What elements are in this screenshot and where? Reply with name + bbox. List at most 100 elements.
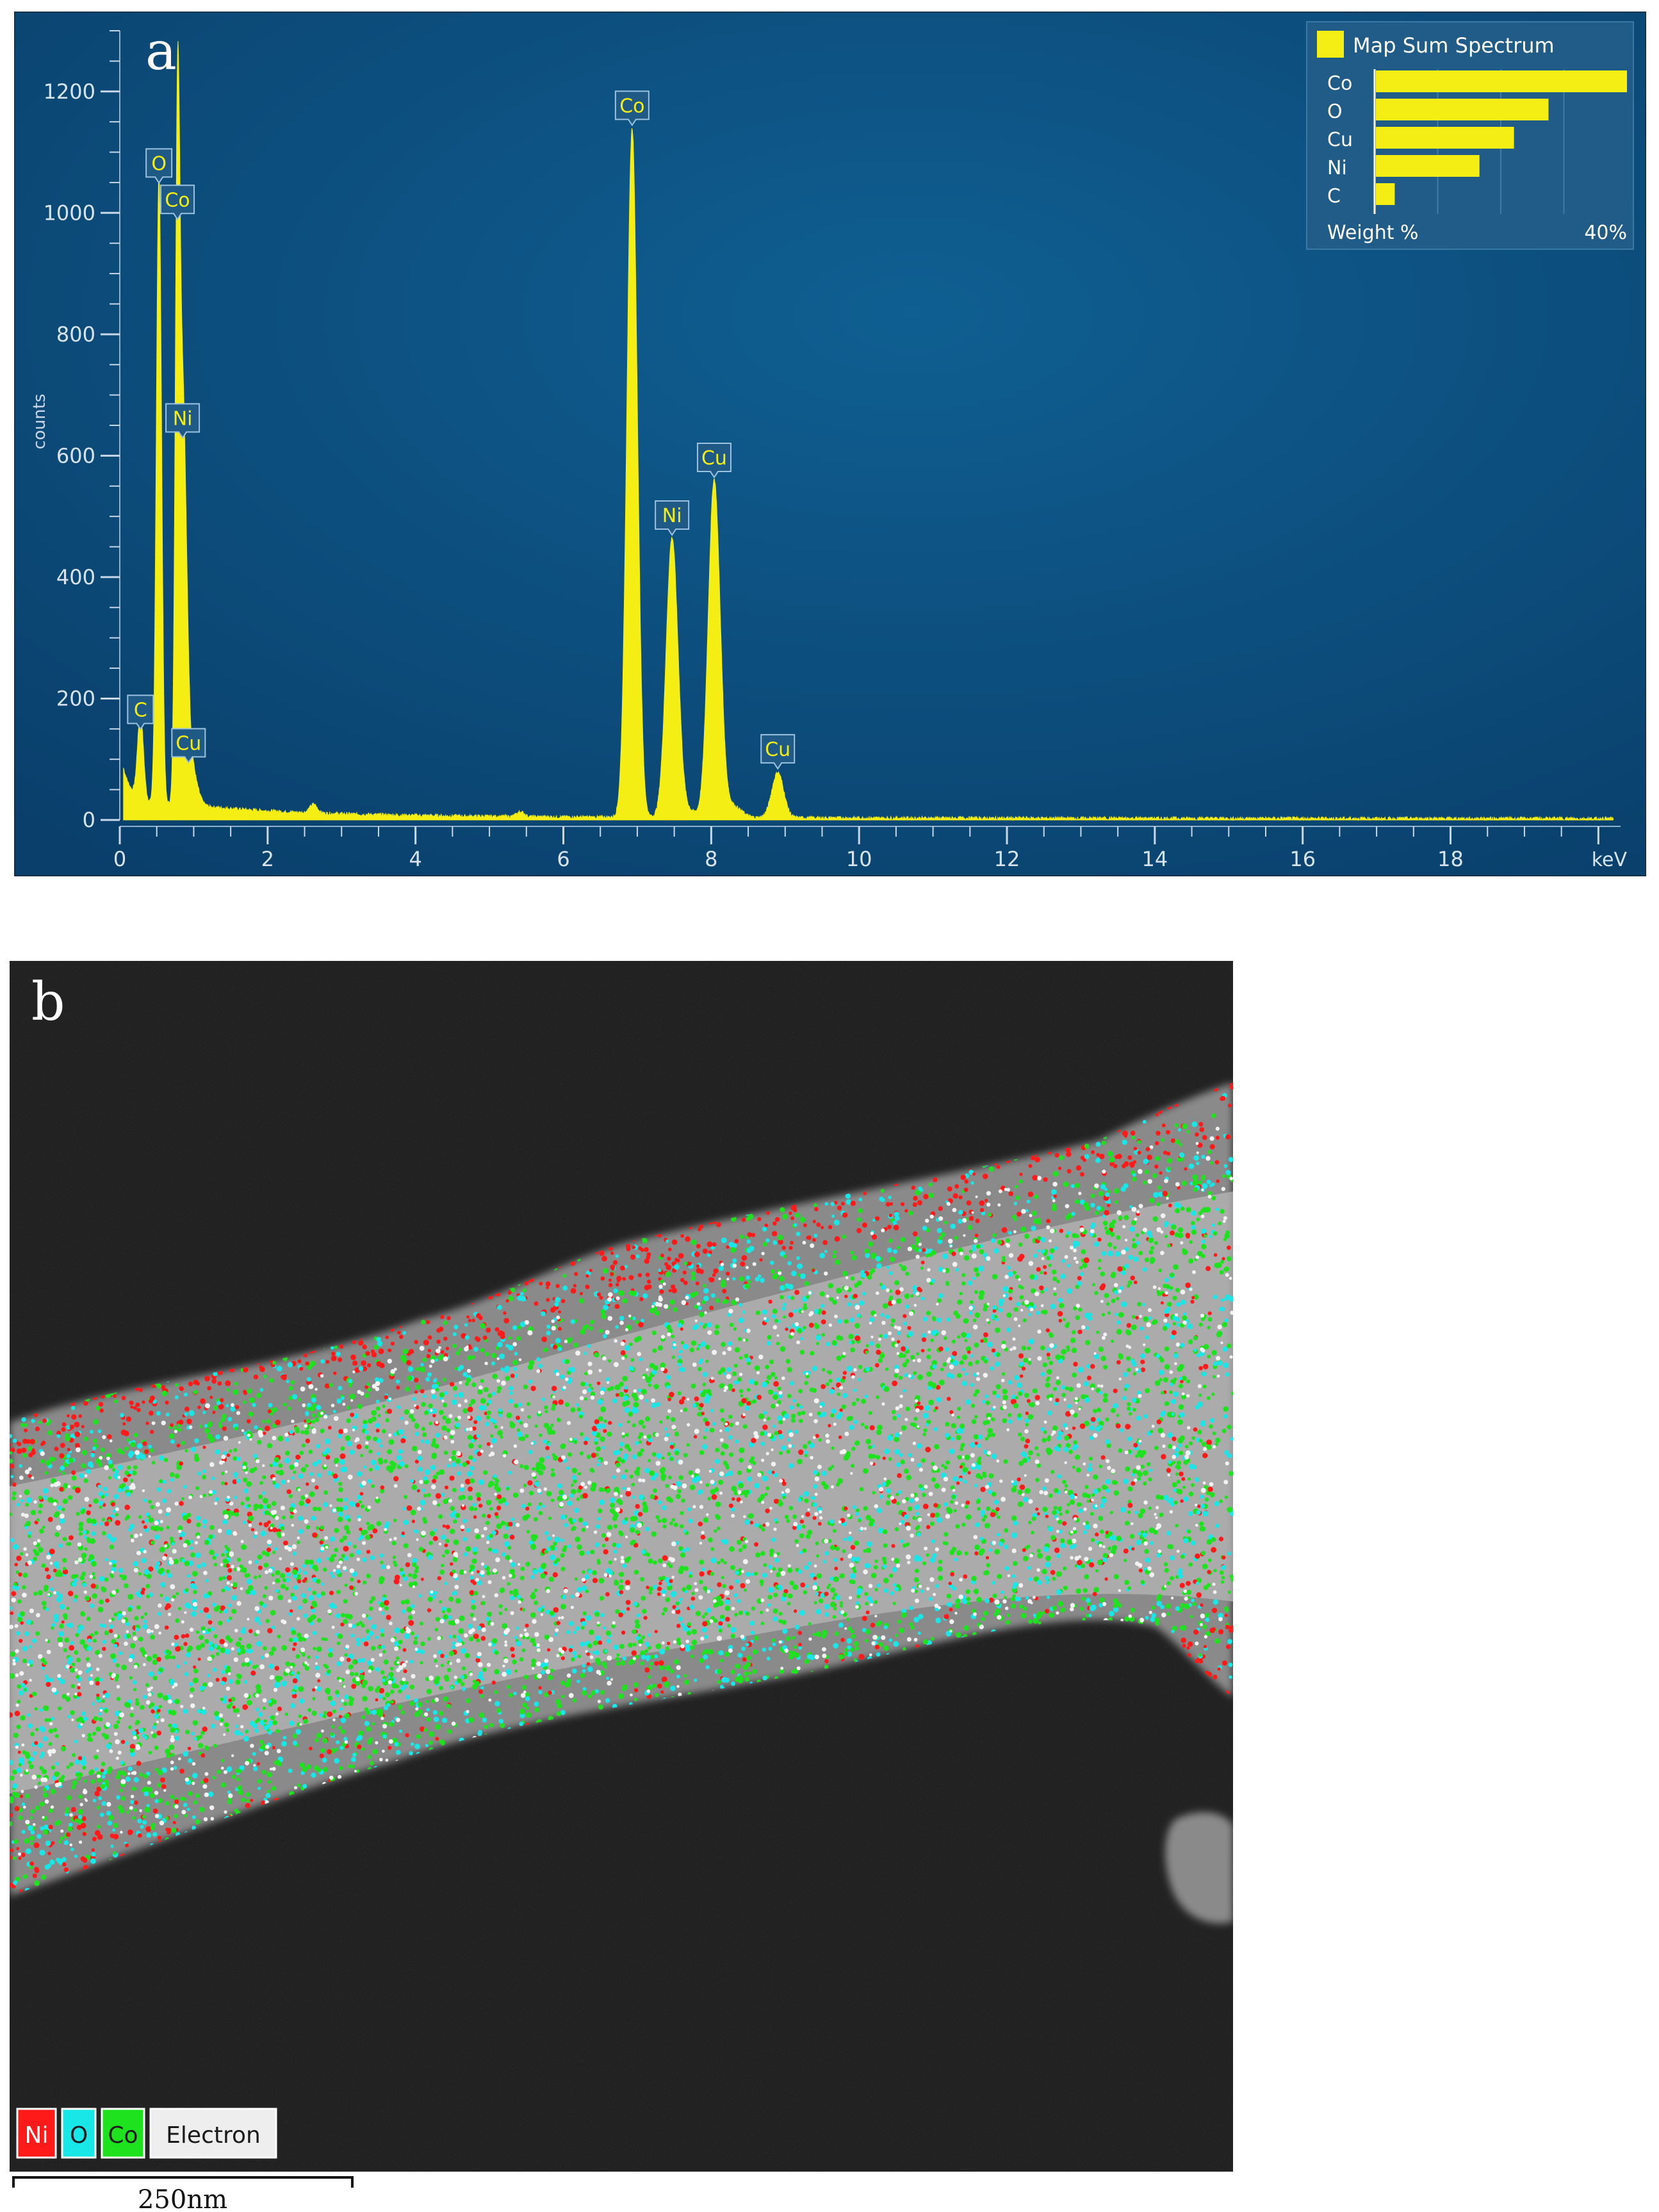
element-dot xyxy=(12,1769,17,1775)
element-dot xyxy=(427,1596,433,1602)
element-dot xyxy=(624,1265,628,1268)
element-dot xyxy=(634,1441,639,1445)
element-dot xyxy=(1175,1288,1180,1293)
element-dot xyxy=(1152,1173,1157,1179)
element-dot xyxy=(80,1611,85,1616)
element-dot xyxy=(1113,1490,1120,1496)
element-dot xyxy=(1150,1246,1155,1250)
element-dot xyxy=(719,1265,724,1271)
element-dot xyxy=(1186,1207,1191,1213)
element-dot xyxy=(177,1525,183,1531)
element-dot xyxy=(1182,1486,1186,1489)
element-dot xyxy=(1223,1406,1229,1412)
element-dot xyxy=(1057,1474,1062,1479)
element-dot xyxy=(959,1291,963,1295)
element-dot xyxy=(192,1571,198,1577)
element-dot xyxy=(476,1638,480,1643)
element-dot xyxy=(712,1242,717,1247)
element-dot xyxy=(174,1814,179,1819)
element-dot xyxy=(1116,1329,1122,1335)
element-dot xyxy=(989,1366,994,1371)
element-dot xyxy=(51,1623,56,1628)
element-dot xyxy=(774,1430,779,1436)
element-dot xyxy=(678,1350,683,1354)
element-dot xyxy=(1019,1484,1026,1490)
element-dot xyxy=(821,1332,825,1337)
element-dot xyxy=(1104,1226,1108,1230)
element-dot xyxy=(364,1385,368,1389)
element-dot xyxy=(606,1676,610,1680)
element-dot xyxy=(657,1345,663,1351)
element-dot xyxy=(570,1483,575,1487)
element-dot xyxy=(1126,1356,1131,1361)
element-dot xyxy=(779,1275,785,1282)
element-dot xyxy=(98,1712,102,1716)
element-dot xyxy=(970,1382,974,1387)
element-dot xyxy=(21,1417,26,1422)
element-dot xyxy=(793,1668,799,1674)
element-dot xyxy=(555,1338,561,1343)
element-dot xyxy=(927,1348,931,1352)
element-dot xyxy=(60,1443,65,1448)
element-dot xyxy=(28,1534,31,1538)
element-dot xyxy=(271,1501,277,1506)
element-dot xyxy=(1195,1132,1199,1137)
element-dot xyxy=(346,1418,351,1423)
element-dot xyxy=(734,1239,739,1243)
element-dot xyxy=(949,1607,953,1612)
element-dot xyxy=(1179,1471,1184,1477)
element-dot xyxy=(802,1525,806,1528)
element-dot xyxy=(768,1587,774,1593)
element-dot xyxy=(523,1484,527,1487)
x-tick-label: 16 xyxy=(1289,847,1316,871)
element-dot xyxy=(154,1767,159,1771)
element-dot xyxy=(582,1687,587,1691)
element-dot xyxy=(240,1628,246,1634)
element-dot xyxy=(430,1464,436,1471)
element-dot xyxy=(651,1531,657,1537)
element-dot xyxy=(1168,1203,1172,1208)
element-dot xyxy=(928,1597,933,1601)
element-dot xyxy=(625,1243,631,1249)
element-dot xyxy=(834,1236,840,1242)
element-dot xyxy=(432,1536,438,1541)
element-dot xyxy=(133,1432,138,1438)
element-dot xyxy=(560,1656,566,1660)
element-dot xyxy=(1086,1598,1091,1603)
element-dot xyxy=(867,1445,872,1450)
element-dot xyxy=(772,1642,776,1646)
element-dot xyxy=(691,1596,696,1601)
legend-title: Map Sum Spectrum xyxy=(1353,33,1555,58)
peak-label-ni: Ni xyxy=(165,403,200,439)
element-dot xyxy=(184,1633,190,1638)
element-dot xyxy=(195,1552,201,1559)
element-dot xyxy=(69,1762,74,1767)
element-dot xyxy=(434,1628,438,1632)
element-dot xyxy=(1209,1424,1213,1429)
element-dot xyxy=(760,1277,765,1283)
element-dot xyxy=(576,1587,582,1593)
element-dot xyxy=(922,1432,926,1436)
element-dot xyxy=(400,1438,406,1443)
element-dot xyxy=(1066,1539,1073,1545)
element-dot xyxy=(1202,1563,1208,1569)
element-dot xyxy=(42,1787,47,1792)
element-dot xyxy=(833,1607,837,1610)
element-dot xyxy=(125,1843,129,1847)
element-dot xyxy=(728,1341,733,1347)
element-dot xyxy=(1008,1191,1013,1197)
element-dot xyxy=(174,1799,179,1805)
element-dot xyxy=(493,1474,497,1479)
element-dot xyxy=(585,1550,590,1555)
element-dot xyxy=(894,1558,900,1564)
element-dot xyxy=(995,1318,999,1322)
element-dot xyxy=(1191,1229,1197,1235)
element-dot xyxy=(1164,1568,1169,1573)
element-dot xyxy=(882,1456,886,1460)
element-dot xyxy=(1196,1217,1200,1222)
element-dot xyxy=(450,1455,456,1461)
element-dot xyxy=(371,1352,377,1357)
element-dot xyxy=(568,1452,572,1457)
y-tick-label: 1000 xyxy=(44,201,95,225)
element-dot xyxy=(840,1202,845,1206)
